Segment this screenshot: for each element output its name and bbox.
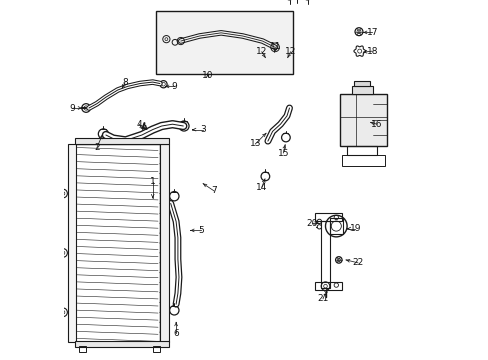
Bar xyxy=(351,86,372,94)
Text: 2: 2 xyxy=(94,143,100,152)
Text: 12: 12 xyxy=(285,48,296,57)
Text: 14: 14 xyxy=(256,183,267,192)
Bar xyxy=(68,144,76,342)
Text: 19: 19 xyxy=(349,224,361,233)
Bar xyxy=(353,81,369,86)
Bar xyxy=(321,221,329,288)
Text: 16: 16 xyxy=(370,120,382,129)
Bar xyxy=(346,146,377,155)
Text: 5: 5 xyxy=(198,226,204,235)
Text: 11: 11 xyxy=(270,42,282,51)
Bar xyxy=(75,144,160,342)
Bar xyxy=(79,346,86,352)
Text: 7: 7 xyxy=(211,186,216,195)
Text: 10: 10 xyxy=(202,71,213,80)
Text: 9: 9 xyxy=(69,104,75,112)
Text: 13: 13 xyxy=(249,139,261,148)
Text: 12: 12 xyxy=(256,48,267,57)
Text: 1: 1 xyxy=(149,177,155,186)
Bar xyxy=(75,341,168,347)
Text: 15: 15 xyxy=(277,149,288,158)
Text: 3: 3 xyxy=(200,125,205,134)
Bar xyxy=(341,155,384,166)
Text: 4: 4 xyxy=(136,120,142,129)
Bar xyxy=(156,11,292,74)
Text: 17: 17 xyxy=(366,28,377,37)
Bar xyxy=(152,346,160,352)
Bar xyxy=(314,213,341,221)
Bar xyxy=(329,218,342,234)
Text: 8: 8 xyxy=(122,78,127,87)
Text: 20: 20 xyxy=(306,219,317,228)
Text: 21: 21 xyxy=(317,294,328,303)
Bar xyxy=(314,282,341,290)
Bar xyxy=(75,138,168,144)
Bar xyxy=(339,94,386,146)
Bar xyxy=(160,144,168,342)
Text: 9: 9 xyxy=(171,82,177,91)
Text: 6: 6 xyxy=(173,328,179,338)
Text: 22: 22 xyxy=(351,258,363,267)
Text: 18: 18 xyxy=(366,46,377,55)
